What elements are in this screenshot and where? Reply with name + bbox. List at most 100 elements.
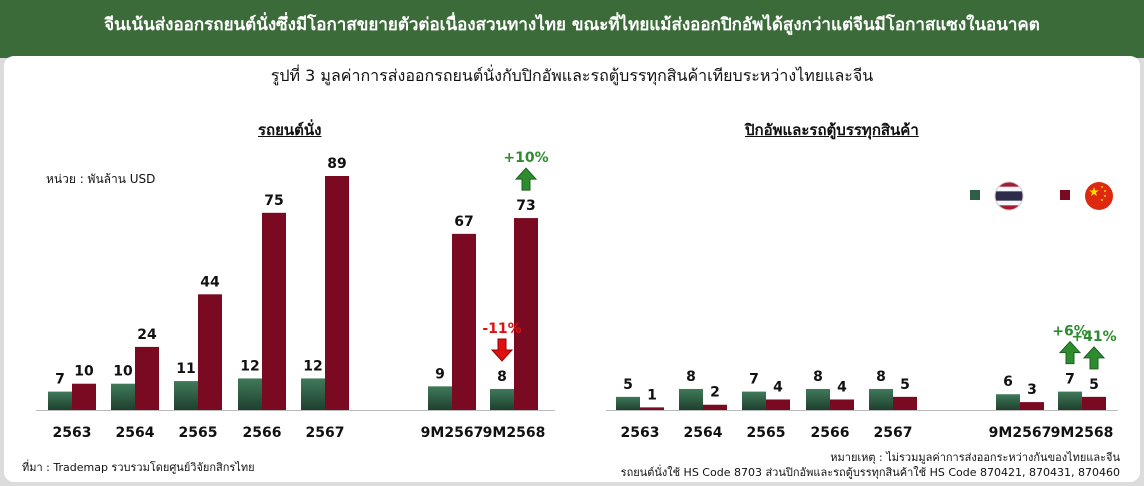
- tick-label: 2564: [116, 425, 155, 441]
- bar-china: [703, 404, 727, 410]
- data-label: 4: [837, 379, 847, 395]
- data-label: 3: [1027, 382, 1037, 398]
- thailand-flag-icon: [994, 181, 1024, 211]
- china-flag-star-icon: [1100, 198, 1104, 202]
- change-annotation: +10%: [503, 150, 548, 166]
- tick-label: 2567: [306, 425, 345, 441]
- arrow-up-icon: [514, 167, 538, 191]
- tick-label: 9M2567: [421, 425, 484, 441]
- data-label: 12: [303, 358, 322, 374]
- bar-thailand: [869, 388, 893, 410]
- data-label: 7: [749, 372, 759, 388]
- unit-label: หน่วย : พันล้าน USD: [46, 172, 156, 186]
- bar-thailand: [301, 378, 325, 410]
- bar-china: [262, 212, 286, 410]
- data-label: 7: [55, 372, 65, 388]
- bar-china: [198, 294, 222, 410]
- china-flag-icon: [1085, 182, 1113, 210]
- bar-thailand: [238, 378, 262, 410]
- data-label: 67: [454, 214, 473, 230]
- thailand-flag-icon: [995, 186, 1023, 192]
- data-label: 5: [900, 377, 910, 393]
- data-label: 7: [1065, 372, 1075, 388]
- tick-label: 9M2568: [483, 425, 546, 441]
- note-line-1: หมายเหตุ : ไม่รวมมูลค่าการส่งออกระหว่างก…: [830, 451, 1120, 464]
- chart-title-passenger-cars: รถยนต์นั่ง: [258, 121, 322, 139]
- change-annotation: +41%: [1071, 329, 1116, 345]
- thailand-flag-icon: [995, 205, 1023, 210]
- arrow-down-icon: [490, 338, 514, 362]
- tick-label: 2567: [874, 425, 913, 441]
- china-flag-star-icon: [1089, 187, 1099, 197]
- data-label: 4: [773, 379, 783, 395]
- bar-thailand: [48, 391, 72, 410]
- source-note: ที่มา : Trademap รวบรวมโดยศูนย์วิจัยกสิก…: [22, 461, 255, 474]
- change-annotation: +6%: [1052, 324, 1088, 340]
- bar-thailand: [428, 386, 452, 410]
- bar-thailand: [1058, 391, 1082, 410]
- data-label: 12: [240, 358, 259, 374]
- bar-thailand: [490, 388, 514, 410]
- bar-china: [514, 218, 538, 410]
- bar-china: [1020, 402, 1044, 410]
- bar-china: [452, 233, 476, 410]
- bar-china: [72, 383, 96, 410]
- legend-swatch-china: [1060, 190, 1070, 200]
- data-label: 9: [435, 366, 445, 382]
- china-flag-star-icon: [1100, 185, 1104, 189]
- header-banner: [0, 0, 1144, 58]
- thailand-flag-icon: [995, 200, 1023, 206]
- data-label: 8: [497, 369, 507, 385]
- data-label: 6: [1003, 374, 1013, 390]
- arrow-up-icon: [1058, 340, 1082, 365]
- bar-china: [893, 396, 917, 410]
- tick-label: 9M2568: [1051, 425, 1114, 441]
- tick-label: 2565: [747, 425, 786, 441]
- tick-label: 2566: [811, 425, 850, 441]
- data-label: 5: [1089, 377, 1099, 393]
- bar-china: [830, 399, 854, 410]
- data-label: 10: [74, 364, 94, 380]
- bar-thailand: [111, 383, 135, 410]
- data-label: 5: [623, 377, 633, 393]
- tick-label: 9M2567: [989, 425, 1052, 441]
- bar-china: [1082, 396, 1106, 410]
- bar-china: [766, 399, 790, 410]
- change-annotation: -11%: [482, 321, 521, 337]
- data-label: 8: [876, 369, 886, 385]
- data-label: 2: [710, 385, 720, 401]
- data-label: 8: [686, 369, 696, 385]
- china-flag-star-icon: [1103, 194, 1107, 198]
- data-label: 11: [176, 361, 195, 377]
- legend-swatch-thailand: [970, 190, 980, 200]
- header-title: จีนเน้นส่งออกรถยนต์นั่งซึ่งมีโอกาสขยายตั…: [104, 15, 1040, 35]
- arrow-up-icon: [1082, 346, 1106, 370]
- tick-label: 2566: [243, 425, 282, 441]
- data-label: 73: [516, 198, 535, 214]
- data-label: 10: [113, 364, 133, 380]
- bar-china: [325, 176, 349, 410]
- bar-thailand: [174, 381, 198, 410]
- bar-china: [640, 407, 664, 410]
- china-flag-star-icon: [1103, 189, 1107, 193]
- data-label: 8: [813, 369, 823, 385]
- tick-label: 2564: [684, 425, 723, 441]
- figure-title: รูปที่ 3 มูลค่าการส่งออกรถยนต์นั่งกับปิก…: [270, 66, 874, 85]
- note-line-2: รถยนต์นั่งใช้ HS Code 8703 ส่วนปิกอัพและ…: [620, 466, 1120, 479]
- data-label: 89: [327, 156, 346, 172]
- bar-thailand: [679, 388, 703, 410]
- bar-thailand: [806, 388, 830, 410]
- bar-thailand: [616, 396, 640, 410]
- tick-label: 2563: [53, 425, 92, 441]
- tick-label: 2565: [179, 425, 218, 441]
- bar-thailand: [996, 394, 1020, 410]
- thailand-flag-icon: [995, 191, 1023, 202]
- thailand-flag-icon: [995, 182, 1023, 188]
- data-label: 1: [647, 387, 657, 403]
- tick-label: 2563: [621, 425, 660, 441]
- data-label: 24: [137, 327, 157, 343]
- data-label: 75: [264, 193, 283, 209]
- data-label: 44: [200, 274, 220, 290]
- chart-title-pickups: ปิกอัพและรถตู้บรรทุกสินค้า: [745, 121, 919, 139]
